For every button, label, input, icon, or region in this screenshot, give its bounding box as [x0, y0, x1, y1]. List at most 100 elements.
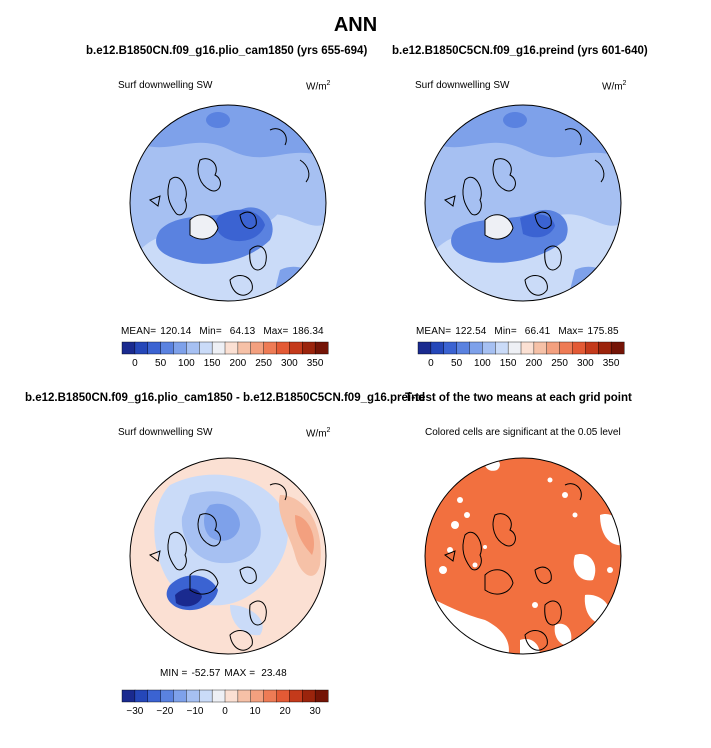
- colorbar-cell: [302, 341, 316, 355]
- colorbar-cell: [160, 341, 175, 355]
- colorbar-cell: [520, 341, 535, 355]
- colorbar-cell: [263, 689, 278, 703]
- panel4-coastlines: [443, 483, 582, 651]
- colorbar-cell: [417, 341, 432, 355]
- colorbar-cell: [314, 341, 329, 355]
- colorbar-tick-label: 100: [178, 358, 195, 369]
- panel1-stats: MEAN= 120.14 Min= 64.13 Max= 186.34: [121, 326, 324, 337]
- colorbar-cell: [314, 689, 329, 703]
- panel3-colorbar-cells: [121, 689, 329, 703]
- panel1-colorbar-cells: [121, 341, 329, 355]
- colorbar-cell: [237, 341, 252, 355]
- panel1-coastlines: [148, 128, 310, 296]
- colorbar-tick-label: 0: [222, 706, 228, 717]
- colorbar-cell: [289, 689, 303, 703]
- panel2-colorbar-cells: [417, 341, 625, 355]
- panel2-field: [425, 105, 621, 301]
- colorbar-cell: [173, 689, 187, 703]
- colorbar-tick-label: 0: [132, 358, 138, 369]
- panel1-map: [129, 104, 327, 302]
- panel3-colorbar-ticks: −30 −20 −10 0 10 20 30: [126, 706, 321, 717]
- colorbar-tick-label: 10: [249, 706, 261, 717]
- colorbar-cell: [199, 689, 213, 703]
- colorbar-tick-label: 250: [551, 358, 568, 369]
- colorbar-tick-label: 20: [280, 706, 292, 717]
- colorbar-cell: [211, 689, 226, 703]
- colorbar-tick-label: 200: [230, 358, 247, 369]
- panel3-stats: MIN = -52.57 MAX = 23.48: [160, 668, 287, 679]
- colorbar-tick-label: 300: [577, 358, 594, 369]
- panel2-colorbar: 0 50 100 150 200 250 300 350: [417, 341, 625, 369]
- panel1-units: W/m2: [306, 80, 331, 93]
- colorbar-cell: [302, 689, 316, 703]
- colorbar-cell: [173, 341, 187, 355]
- colorbar-cell: [224, 341, 239, 355]
- panel4-subtitle: Colored cells are significant at the 0.0…: [425, 427, 621, 438]
- colorbar-cell: [598, 341, 612, 355]
- colorbar-cell: [186, 341, 200, 355]
- panel2-title: b.e12.B1850C5CN.f09_g16.preind (yrs 601-…: [392, 45, 648, 57]
- colorbar-cell: [276, 341, 290, 355]
- colorbar-cell: [121, 341, 136, 355]
- colorbar-cell: [559, 341, 574, 355]
- colorbar-cell: [456, 341, 471, 355]
- panel3-title: b.e12.B1850CN.f09_g16.plio_cam1850 - b.e…: [25, 392, 426, 404]
- colorbar-tick-label: 150: [204, 358, 221, 369]
- panel4-field: [425, 458, 621, 654]
- panel3-variable: Surf downwelling SW: [118, 427, 213, 438]
- colorbar-cell: [585, 341, 599, 355]
- colorbar-tick-label: 50: [451, 358, 463, 369]
- colorbar-cell: [134, 341, 149, 355]
- panel2-stats: MEAN= 122.54 Min= 66.41 Max= 175.85: [416, 326, 619, 337]
- panel1-variable: Surf downwelling SW: [118, 80, 213, 91]
- colorbar-cell: [495, 341, 509, 355]
- colorbar-cell: [186, 689, 200, 703]
- colorbar-cell: [250, 689, 265, 703]
- panel3-coastlines: [148, 483, 287, 651]
- panel1-field: [130, 105, 326, 301]
- panel3-field: [130, 458, 326, 654]
- colorbar-cell: [507, 341, 522, 355]
- colorbar-tick-label: 300: [281, 358, 298, 369]
- colorbar-tick-label: 30: [310, 706, 322, 717]
- colorbar-cell: [533, 341, 548, 355]
- panel4-map: [424, 457, 622, 655]
- colorbar-cell: [430, 341, 445, 355]
- panel2-units: W/m2: [602, 80, 627, 93]
- colorbar-cell: [121, 689, 136, 703]
- panel1-colorbar: 0 50 100 150 200 250 300 350: [121, 341, 329, 369]
- colorbar-tick-label: 200: [526, 358, 543, 369]
- colorbar-tick-label: 350: [307, 358, 324, 369]
- colorbar-cell: [546, 341, 561, 355]
- colorbar-cell: [199, 341, 213, 355]
- colorbar-cell: [224, 689, 239, 703]
- colorbar-tick-label: −30: [126, 706, 143, 717]
- colorbar-cell: [211, 341, 226, 355]
- colorbar-cell: [482, 341, 496, 355]
- colorbar-tick-label: −20: [156, 706, 173, 717]
- colorbar-tick-label: 150: [500, 358, 517, 369]
- panel3-colorbar: −30 −20 −10 0 10 20 30: [121, 689, 329, 717]
- colorbar-cell: [147, 689, 162, 703]
- colorbar-cell: [147, 341, 162, 355]
- colorbar-cell: [250, 341, 265, 355]
- colorbar-tick-label: −10: [187, 706, 204, 717]
- panel4-title: T-test of the two means at each grid poi…: [405, 392, 632, 404]
- panel1-title: b.e12.B1850CN.f09_g16.plio_cam1850 (yrs …: [86, 45, 368, 57]
- colorbar-cell: [134, 689, 149, 703]
- colorbar-tick-label: 0: [428, 358, 434, 369]
- panel2-colorbar-ticks: 0 50 100 150 200 250 300 350: [428, 358, 620, 369]
- colorbar-cell: [289, 341, 303, 355]
- colorbar-cell: [263, 341, 278, 355]
- colorbar-cell: [443, 341, 458, 355]
- colorbar-cell: [237, 689, 252, 703]
- colorbar-tick-label: 50: [155, 358, 167, 369]
- colorbar-cell: [276, 689, 290, 703]
- panel3-units: W/m2: [306, 427, 331, 440]
- panel2-variable: Surf downwelling SW: [415, 80, 510, 91]
- colorbar-tick-label: 350: [603, 358, 620, 369]
- panel2-map: [424, 104, 622, 302]
- panel1-colorbar-ticks: 0 50 100 150 200 250 300 350: [132, 358, 324, 369]
- panel2-coastlines: [443, 128, 605, 296]
- colorbar-cell: [469, 341, 483, 355]
